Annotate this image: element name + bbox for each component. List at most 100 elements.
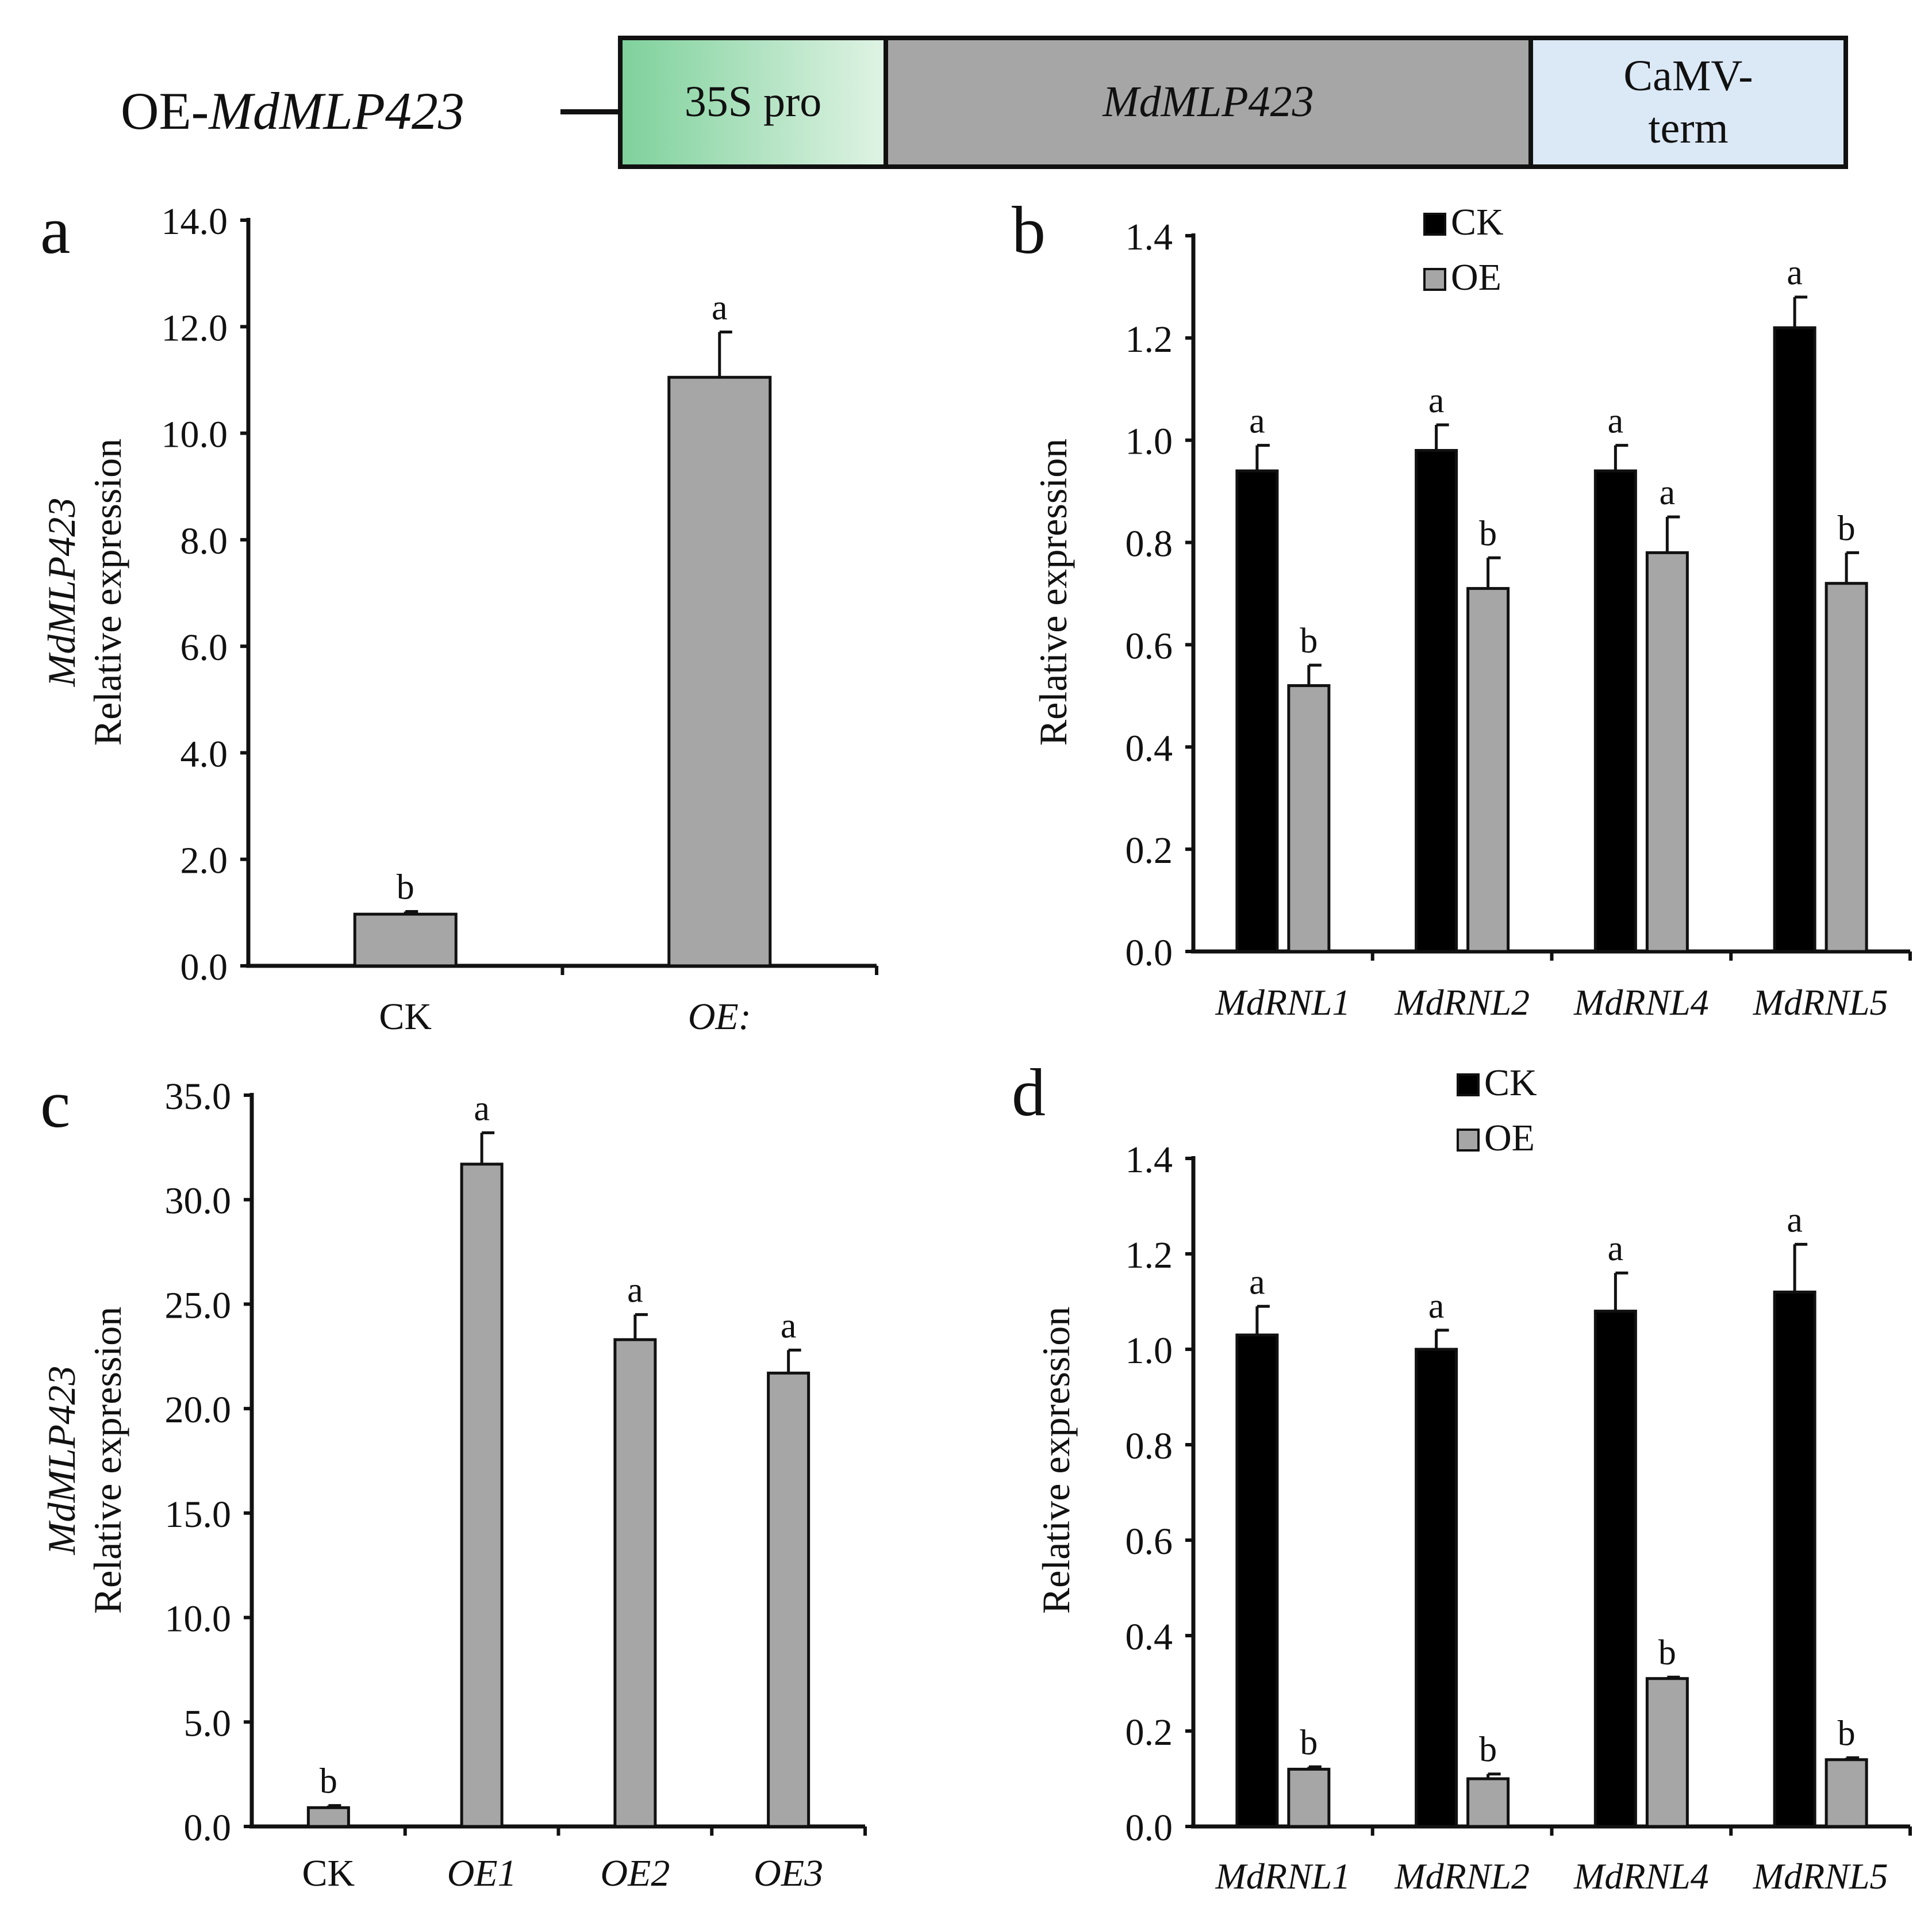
y-tick-label-d: 0.6 bbox=[1126, 1521, 1173, 1563]
y-tick-label-a: 2.0 bbox=[180, 840, 228, 882]
y-axis-text-label-a: Relative expression bbox=[86, 439, 129, 746]
y-tick-label-d: 0.0 bbox=[1126, 1807, 1173, 1849]
y-tick-label-a: 8.0 bbox=[180, 520, 228, 562]
y-tick-label-a: 4.0 bbox=[180, 733, 228, 775]
promoter-box: 35S pro bbox=[618, 36, 888, 169]
bar-c bbox=[767, 1371, 811, 1828]
y-tick-label-b: 1.0 bbox=[1126, 421, 1173, 463]
y-tick-label-d: 1.4 bbox=[1126, 1139, 1173, 1181]
y-tick-label-c: 30.0 bbox=[165, 1180, 232, 1222]
significance-letter-d-ck: a bbox=[1787, 1200, 1803, 1239]
legend-label-b-ck: CK bbox=[1451, 201, 1504, 243]
bar-b-ck bbox=[1773, 326, 1816, 953]
x-category-label-b: MdRNL2 bbox=[1394, 982, 1530, 1023]
y-tick-label-a: 12.0 bbox=[162, 307, 228, 349]
y-tick-label-c: 5.0 bbox=[184, 1702, 232, 1744]
x-category-label-c: OE1 bbox=[447, 1852, 517, 1894]
terminator-label-line2: term bbox=[1648, 104, 1729, 152]
significance-letter-c: b bbox=[320, 1762, 337, 1801]
terminator-box: CaMV-term bbox=[1528, 36, 1848, 169]
bar-d-ck bbox=[1593, 1310, 1637, 1828]
significance-letter-b-oe: b bbox=[1479, 514, 1497, 553]
significance-letter-c: a bbox=[474, 1089, 490, 1128]
gene-label: MdMLP423 bbox=[1103, 78, 1314, 126]
legend-label-d-oe: OE bbox=[1484, 1117, 1535, 1159]
panel-letter-b: b bbox=[1012, 193, 1046, 268]
significance-letter-d-ck: a bbox=[1249, 1262, 1265, 1302]
construct-label-gene: MdMLP423 bbox=[209, 82, 464, 140]
y-tick-label-a: 14.0 bbox=[162, 201, 228, 243]
significance-letter-d-oe: b bbox=[1300, 1723, 1318, 1762]
y-axis-gene-label-c: MdMLP423 bbox=[40, 1366, 83, 1556]
y-tick-label-b: 0.2 bbox=[1126, 830, 1173, 872]
significance-letter-b-ck: a bbox=[1608, 402, 1624, 441]
y-axis-label-a: MdMLP423Relative expression bbox=[40, 439, 129, 746]
x-category-label-d: MdRNL1 bbox=[1215, 1856, 1351, 1897]
legend-swatch-d-oe bbox=[1457, 1129, 1480, 1152]
y-tick-label-c: 15.0 bbox=[165, 1494, 232, 1536]
significance-letter-d-oe: b bbox=[1479, 1730, 1497, 1770]
construct-connector-line bbox=[560, 109, 618, 114]
construct-diagram: OE-MdMLP423 35S pro MdMLP423 CaMV-term bbox=[0, 0, 1932, 184]
y-tick-label-c: 35.0 bbox=[165, 1076, 232, 1118]
bar-b-oe bbox=[1287, 684, 1331, 953]
panel-letter-a: a bbox=[40, 193, 70, 268]
significance-letter-d-ck: a bbox=[1428, 1287, 1445, 1326]
bar-b-ck bbox=[1593, 469, 1637, 953]
y-tick-label-d: 1.0 bbox=[1126, 1330, 1173, 1372]
significance-letter-b-ck: a bbox=[1249, 402, 1265, 441]
bar-b-oe bbox=[1466, 587, 1510, 953]
y-tick-label-b: 0.4 bbox=[1126, 727, 1173, 769]
x-category-label-b: MdRNL1 bbox=[1215, 982, 1351, 1023]
legend-swatch-d-ck bbox=[1457, 1073, 1480, 1096]
y-tick-label-a: 6.0 bbox=[180, 627, 228, 669]
y-tick-label-d: 0.8 bbox=[1126, 1425, 1173, 1467]
x-category-label-b: MdRNL5 bbox=[1753, 982, 1888, 1023]
significance-letter-d-oe: b bbox=[1658, 1633, 1676, 1672]
y-tick-label-d: 1.2 bbox=[1126, 1234, 1173, 1276]
bar-d-ck bbox=[1235, 1333, 1279, 1828]
construct-label-prefix: OE- bbox=[121, 82, 209, 140]
y-tick-label-a: 10.0 bbox=[162, 414, 228, 456]
y-axis-label-b: Relative expression bbox=[1031, 439, 1075, 746]
panel-letter-c: c bbox=[40, 1066, 70, 1142]
significance-letter-a: a bbox=[712, 289, 728, 328]
x-category-label-b: MdRNL4 bbox=[1573, 982, 1709, 1023]
y-axis-gene-label-a: MdMLP423 bbox=[40, 498, 83, 688]
x-category-label-c: CK bbox=[302, 1852, 355, 1894]
bar-b-ck bbox=[1415, 449, 1458, 953]
bar-a bbox=[353, 912, 458, 968]
significance-letter-c: a bbox=[781, 1306, 797, 1345]
y-tick-label-b: 0.0 bbox=[1126, 932, 1173, 974]
significance-letter-d-ck: a bbox=[1608, 1229, 1624, 1268]
y-tick-label-d: 0.2 bbox=[1126, 1711, 1173, 1753]
bar-b-oe bbox=[1825, 582, 1868, 953]
y-axis-label-d: Relative expression bbox=[1034, 1307, 1078, 1614]
y-tick-label-b: 0.8 bbox=[1126, 523, 1173, 565]
legend-label-d-ck: CK bbox=[1484, 1062, 1537, 1104]
significance-letter-b-oe: a bbox=[1660, 473, 1676, 512]
y-tick-label-d: 0.4 bbox=[1126, 1616, 1173, 1658]
y-tick-label-b: 1.4 bbox=[1126, 216, 1173, 258]
terminator-label: CaMV-term bbox=[1623, 50, 1753, 155]
bar-b-oe bbox=[1645, 551, 1689, 953]
x-category-label-c: OE2 bbox=[600, 1852, 670, 1894]
construct-label: OE-MdMLP423 bbox=[121, 80, 464, 141]
significance-letter-b-oe: b bbox=[1300, 621, 1318, 661]
legend-label-b-oe: OE bbox=[1451, 256, 1501, 298]
bar-d-oe bbox=[1645, 1677, 1689, 1828]
y-tick-label-b: 0.6 bbox=[1126, 625, 1173, 667]
y-axis-text-label-c: Relative expression bbox=[86, 1307, 129, 1614]
bar-c bbox=[613, 1338, 657, 1828]
y-tick-label-a: 0.0 bbox=[180, 946, 228, 988]
significance-letter-b-ck: a bbox=[1428, 381, 1445, 420]
significance-letter-d-oe: b bbox=[1838, 1714, 1856, 1753]
bar-d-oe bbox=[1825, 1758, 1868, 1828]
x-category-label-a: CK bbox=[379, 996, 432, 1038]
y-tick-label-c: 25.0 bbox=[165, 1284, 232, 1326]
